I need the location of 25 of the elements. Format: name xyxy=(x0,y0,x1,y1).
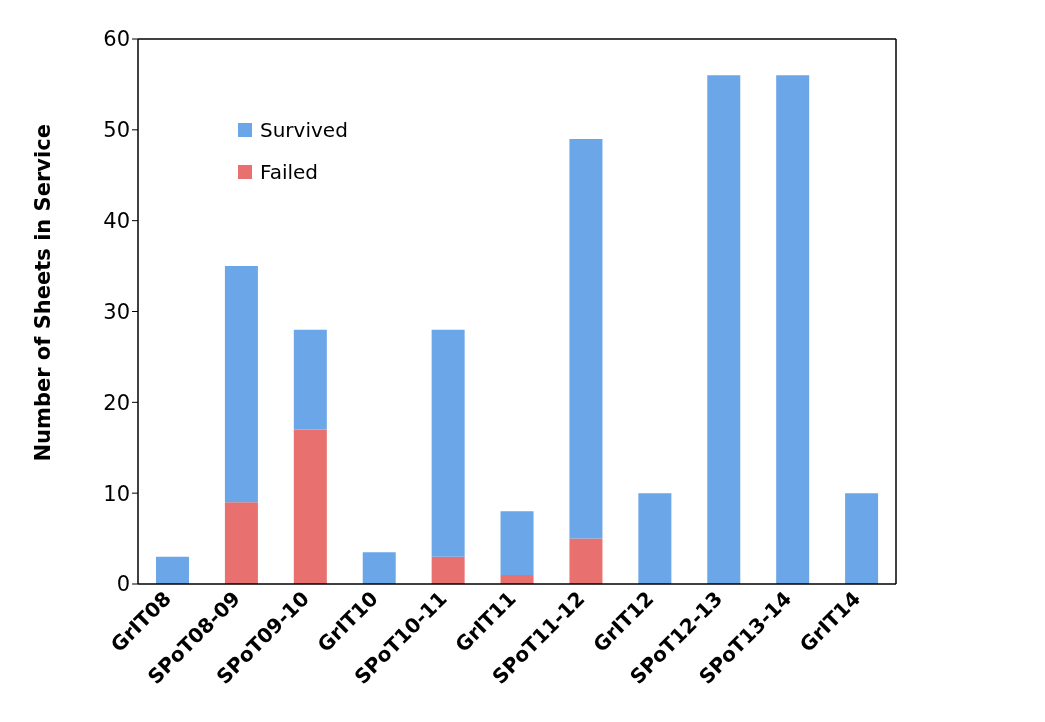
bar xyxy=(638,493,672,584)
y-tick-label: 10 xyxy=(103,481,130,506)
bar xyxy=(569,138,603,539)
bar xyxy=(293,329,327,430)
y-axis-title: Number of Sheets in Service xyxy=(31,124,56,462)
y-tick-label: 50 xyxy=(103,118,130,143)
legend-label: Failed xyxy=(260,160,319,184)
bar xyxy=(707,75,741,584)
y-tick-label: 20 xyxy=(103,390,130,415)
bar xyxy=(500,511,534,575)
y-tick-label: 60 xyxy=(103,27,130,52)
y-tick-label: 30 xyxy=(103,299,130,324)
bar xyxy=(156,556,189,584)
bar xyxy=(431,556,465,584)
bar xyxy=(845,493,879,584)
bar xyxy=(362,552,396,584)
bar xyxy=(776,75,810,584)
bar xyxy=(293,429,327,584)
bar xyxy=(224,502,258,584)
bar xyxy=(224,266,258,503)
y-tick-label: 0 xyxy=(116,572,130,597)
y-tick-label: 40 xyxy=(103,209,130,234)
bar xyxy=(431,329,465,557)
legend-label: Survived xyxy=(260,118,348,142)
bar xyxy=(569,538,603,584)
